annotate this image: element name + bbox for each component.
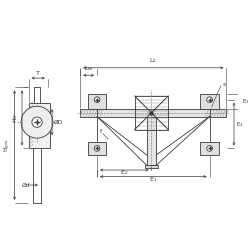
- Text: E$_2$: E$_2$: [120, 168, 128, 177]
- Bar: [134, 96, 168, 130]
- Bar: [80, 109, 226, 116]
- Circle shape: [94, 146, 100, 151]
- Bar: [147, 116, 156, 165]
- Text: L$_W$: L$_W$: [84, 64, 94, 73]
- Text: E$_2$: E$_2$: [236, 120, 244, 128]
- Circle shape: [94, 97, 100, 102]
- Bar: [28, 104, 50, 148]
- Text: H$_M$: H$_M$: [11, 113, 20, 123]
- Circle shape: [32, 117, 42, 127]
- Text: Ød: Ød: [22, 182, 30, 188]
- Bar: [200, 94, 219, 109]
- Text: s: s: [223, 82, 226, 87]
- Text: ØD: ØD: [54, 120, 63, 125]
- Bar: [145, 165, 158, 168]
- Text: L$_E$: L$_E$: [149, 56, 158, 66]
- Text: T: T: [36, 71, 40, 76]
- Bar: [88, 94, 106, 109]
- Text: f: f: [100, 129, 102, 134]
- Circle shape: [207, 97, 212, 102]
- Text: E$_3$: E$_3$: [242, 97, 250, 106]
- Text: H$_{ges.}$: H$_{ges.}$: [2, 138, 13, 152]
- Circle shape: [21, 106, 53, 138]
- Bar: [200, 142, 219, 155]
- Bar: [88, 142, 106, 155]
- Text: E$_1$: E$_1$: [149, 175, 158, 184]
- Circle shape: [207, 146, 212, 151]
